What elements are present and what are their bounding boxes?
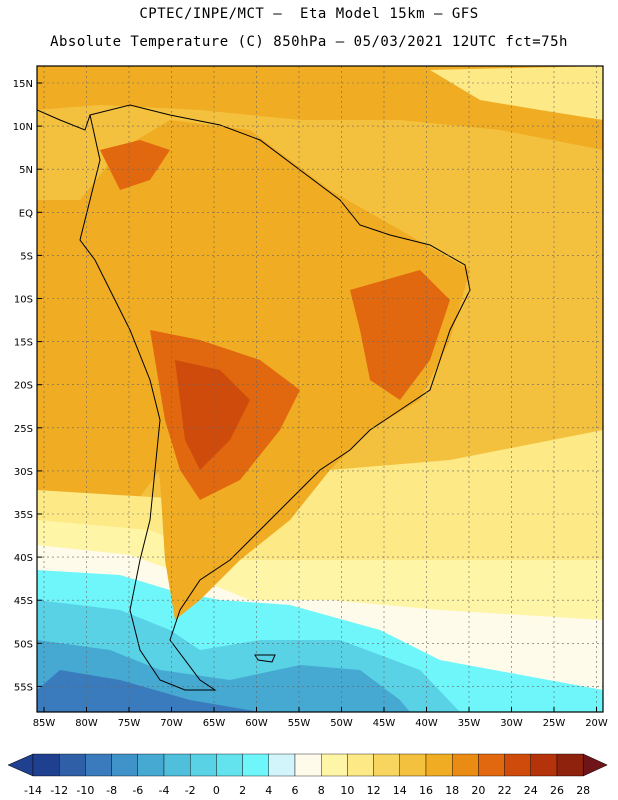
- colorbar-box: [32, 753, 60, 777]
- colorbar-labels: -14 -12 -10 -8 -6 -4 -2 0 2 4 6 8 10 12 14 16 18 20 22 24 26…: [24, 784, 590, 797]
- lat-label: 10S: [14, 295, 33, 306]
- central-america-coastline: [37, 109, 91, 131]
- lon-label: 65W: [203, 718, 226, 729]
- colorbar-box: [373, 753, 401, 777]
- colorbar-box: [504, 753, 532, 777]
- lon-label: 40W: [415, 718, 438, 729]
- colorbar-box: [556, 753, 584, 777]
- colorbar-boxes: [7, 753, 608, 777]
- colorbar-label: 8: [318, 784, 325, 797]
- colorbar-box: [268, 753, 296, 777]
- colorbar-label: 26: [550, 784, 564, 797]
- colorbar: -14 -12 -10 -8 -6 -4 -2 0 2 4 6 8 10 12 14 16 18 20 22 24 26…: [7, 753, 608, 797]
- colorbar-label: 10: [340, 784, 354, 797]
- temperature-map: 15N 10N 5N EQ 5S 10S 15S 20S 25S 30S 35S 40S 45S 50S 5…: [13, 65, 608, 729]
- title-line-1: CPTEC/INPE/MCT – Eta Model 15km – GFS: [139, 6, 479, 22]
- colorbar-box: [163, 753, 191, 777]
- lon-label: 50W: [330, 718, 353, 729]
- lat-label: 25S: [14, 424, 33, 435]
- colorbar-box: [216, 753, 243, 777]
- lon-label: 80W: [75, 718, 98, 729]
- lat-label: 5N: [19, 165, 33, 176]
- lon-label: 70W: [160, 718, 183, 729]
- colorbar-label: -10: [76, 784, 94, 797]
- lon-label: 25W: [543, 718, 566, 729]
- colorbar-label: 18: [445, 784, 459, 797]
- colorbar-label: 24: [524, 784, 538, 797]
- field-atlantic: [450, 280, 603, 470]
- colorbar-label: 0: [213, 784, 220, 797]
- lon-label: 55W: [288, 718, 311, 729]
- colorbar-label: -4: [159, 784, 170, 797]
- colorbar-box: [530, 753, 558, 777]
- colorbar-box: [59, 753, 86, 777]
- lon-label: 45W: [373, 718, 396, 729]
- lon-label: 60W: [245, 718, 268, 729]
- lon-label: 20W: [585, 718, 608, 729]
- colorbar-label: -6: [132, 784, 143, 797]
- lat-label: 15S: [14, 338, 33, 349]
- lat-label: EQ: [19, 208, 33, 219]
- lat-label: 55S: [14, 682, 33, 693]
- lat-label: 30S: [14, 467, 33, 478]
- lat-lon-grid: [37, 66, 603, 712]
- lat-label: 15N: [13, 79, 33, 90]
- falklands-outline: [254, 654, 276, 663]
- lat-label: 10N: [13, 122, 33, 133]
- colorbar-box: [137, 753, 165, 777]
- lon-label: 30W: [500, 718, 523, 729]
- colorbar-label: 6: [292, 784, 299, 797]
- colorbar-box: [111, 753, 138, 777]
- field-north-andes-hot: [100, 140, 170, 190]
- south-america-coastline: [79, 104, 471, 691]
- colorbar-label: -12: [50, 784, 68, 797]
- lat-label: 20S: [14, 381, 33, 392]
- colorbar-label: 20: [471, 784, 485, 797]
- field-continent: [80, 120, 470, 620]
- field-north-cool: [430, 66, 603, 120]
- colorbar-label: 16: [419, 784, 433, 797]
- colorbar-box: [347, 753, 374, 777]
- field-east-brazil-hot: [350, 270, 450, 400]
- colorbar-label: -2: [185, 784, 196, 797]
- colorbar-label: 22: [498, 784, 512, 797]
- longitude-labels: 85W 80W 75W 70W 65W 60W 55W 50W 45W 40W 35W 30W 25W 2…: [33, 707, 608, 729]
- field-hotter-core: [175, 360, 250, 470]
- colorbar-label: 2: [239, 784, 246, 797]
- colorbar-box: [85, 753, 112, 777]
- title-line-2: Absolute Temperature (C) 850hPa – 05/03/…: [50, 34, 568, 50]
- colorbar-box: [294, 753, 322, 777]
- colorbar-label: 28: [576, 784, 590, 797]
- map-frame: [36, 65, 604, 713]
- colorbar-box: [321, 753, 348, 777]
- lat-label: 50S: [14, 639, 33, 650]
- lat-label: 40S: [14, 553, 33, 564]
- latitude-labels: 15N 10N 5N EQ 5S 10S 15S 20S 25S 30S 35S 40S 45S 50S 5…: [13, 79, 42, 693]
- colorbar-right-arrow: [582, 753, 608, 777]
- colorbar-box: [399, 753, 427, 777]
- colorbar-label: 14: [393, 784, 407, 797]
- lon-label: 35W: [458, 718, 481, 729]
- colorbar-box: [452, 753, 479, 777]
- lat-label: 45S: [14, 596, 33, 607]
- field-deep-cold: [37, 670, 260, 712]
- colorbar-box: [242, 753, 270, 777]
- temperature-field: [37, 66, 603, 712]
- lat-label: 5S: [20, 251, 33, 262]
- lon-label: 85W: [33, 718, 56, 729]
- colorbar-label: -14: [24, 784, 42, 797]
- colorbar-box: [189, 753, 217, 777]
- colorbar-box: [478, 753, 505, 777]
- colorbar-label: -8: [106, 784, 117, 797]
- colorbar-left-arrow: [7, 753, 34, 777]
- lon-label: 75W: [118, 718, 141, 729]
- colorbar-label: 4: [265, 784, 272, 797]
- lat-label: 35S: [14, 510, 33, 521]
- colorbar-label: 12: [367, 784, 381, 797]
- colorbar-box: [425, 753, 453, 777]
